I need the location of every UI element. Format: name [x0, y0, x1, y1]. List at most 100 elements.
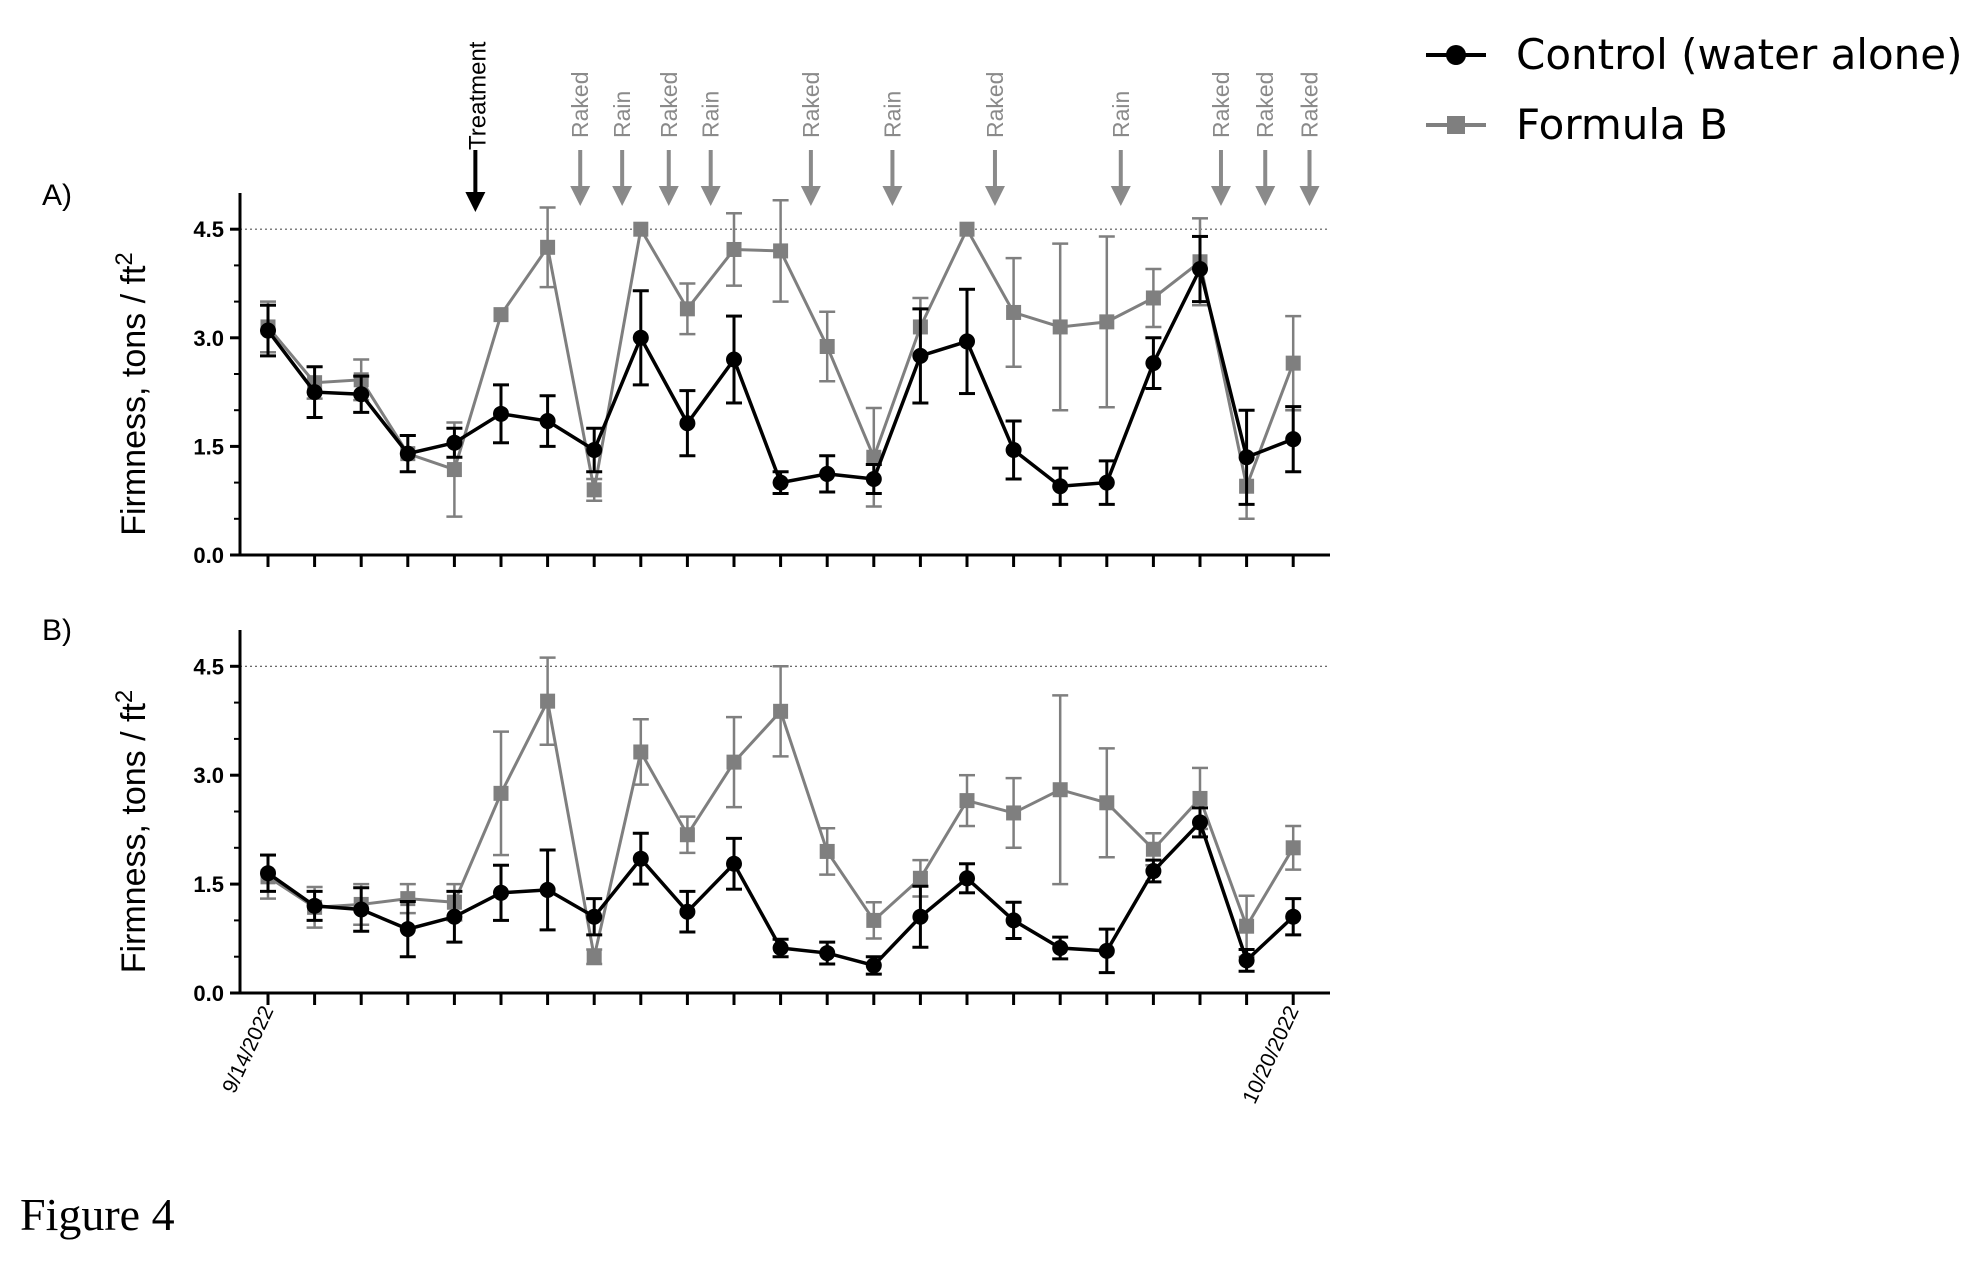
event-annotation: Raked	[798, 72, 824, 206]
event-label: Raked	[567, 72, 593, 138]
x-tick-label-last: 10/20/2022	[1238, 1002, 1303, 1107]
event-annotations: Treatment Raked Rain Raked Rain Raked Rain Rake…	[464, 41, 1323, 212]
data-point	[446, 434, 463, 451]
event-arrow-head	[700, 186, 721, 206]
data-point	[726, 754, 742, 770]
data-point	[493, 405, 509, 422]
data-point	[912, 908, 929, 925]
data-point	[912, 870, 928, 886]
event-annotation: Raked	[982, 72, 1008, 206]
event-arrow-head	[658, 186, 679, 206]
data-point	[1145, 841, 1161, 857]
data-point	[493, 785, 509, 801]
data-point	[679, 903, 696, 920]
event-annotation: Rain	[698, 91, 724, 206]
event-label: Rain	[1108, 91, 1134, 138]
data-point	[1145, 290, 1161, 306]
data-point	[819, 843, 835, 859]
event-label: Raked	[982, 72, 1008, 138]
y-tick-label: 3.0	[193, 326, 224, 351]
data-point	[819, 338, 835, 354]
data-point	[586, 482, 602, 498]
data-point	[959, 221, 975, 237]
data-point	[446, 908, 463, 925]
data-point	[633, 744, 649, 760]
data-point	[1285, 840, 1301, 856]
data-point	[1192, 814, 1208, 831]
data-point	[772, 474, 789, 491]
y-tick-label: 4.5	[193, 654, 224, 679]
event-label: Rain	[698, 91, 724, 138]
data-point	[1052, 782, 1068, 798]
data-point	[540, 693, 556, 709]
data-point	[679, 301, 695, 317]
data-point	[1006, 805, 1022, 821]
data-point	[1285, 355, 1301, 371]
event-arrow-head	[1299, 186, 1320, 206]
event-annotation: Raked	[1297, 72, 1323, 206]
data-point	[353, 901, 370, 918]
event-arrow-head	[1255, 186, 1276, 206]
event-arrow-head	[882, 186, 903, 206]
data-point	[726, 351, 742, 368]
event-label: Raked	[1208, 72, 1234, 138]
data-point	[586, 442, 603, 459]
data-point	[679, 827, 695, 843]
data-point	[1005, 912, 1022, 929]
data-point	[819, 465, 836, 482]
data-point	[1192, 790, 1208, 806]
y-axis-label-superscript: 2	[111, 252, 138, 265]
data-point	[353, 386, 370, 403]
y-axis-label-text: Firmness, tons / ft	[115, 265, 153, 536]
data-point	[399, 921, 416, 938]
data-point	[959, 870, 975, 887]
event-arrow-head	[984, 186, 1005, 206]
series-formula-b	[260, 656, 1302, 966]
y-axis-label-text: Firmness, tons / ft	[115, 703, 153, 974]
event-annotation: Raked	[1208, 72, 1234, 206]
data-point	[1192, 261, 1208, 278]
data-point	[399, 445, 416, 462]
data-point	[306, 897, 323, 914]
data-point	[632, 850, 649, 867]
data-point	[679, 415, 696, 432]
legend-label: Control (water alone)	[1516, 30, 1963, 79]
treatment-arrow-head	[465, 192, 486, 212]
data-point	[1238, 952, 1255, 969]
event-label: Rain	[879, 91, 905, 138]
legend-label: Formula B	[1516, 100, 1728, 149]
panel-b-chart: B) 0.0 1.5 3.0 4.5 Firmness, tons / ft2	[42, 614, 1330, 1006]
event-arrow-head	[1110, 186, 1131, 206]
y-tick-label: 4.5	[193, 217, 224, 242]
data-point	[959, 333, 975, 350]
figure-caption: Figure 4	[20, 1189, 175, 1240]
y-tick-label: 1.5	[193, 434, 224, 459]
panel-label: A)	[42, 179, 72, 212]
panel-label: B)	[42, 614, 72, 647]
data-point	[446, 462, 462, 478]
data-point	[260, 322, 276, 339]
data-point	[1052, 939, 1069, 956]
data-point	[1099, 314, 1115, 330]
event-label: Rain	[609, 91, 635, 138]
data-point	[1052, 478, 1069, 495]
data-point	[726, 241, 742, 257]
y-axis-label: Firmness, tons / ft2	[111, 252, 154, 536]
legend-item-control: Control (water alone)	[1426, 30, 1963, 79]
event-label: Raked	[1297, 72, 1323, 138]
data-point	[1238, 449, 1255, 466]
data-point	[772, 939, 789, 956]
x-tick-labels: 9/14/2022 10/20/2022	[218, 1002, 1304, 1107]
data-point	[539, 413, 556, 430]
data-point	[586, 908, 603, 925]
data-point	[773, 703, 789, 719]
data-point	[959, 793, 975, 809]
event-annotation: Raked	[1252, 72, 1278, 206]
event-arrow-head	[612, 186, 633, 206]
event-label: Raked	[1252, 72, 1278, 138]
data-point	[1285, 431, 1302, 448]
panel-a-chart: A) 0.0 1.5 3.0 4.5 Firmness, tons / ft2	[42, 179, 1330, 568]
y-tick-label: 0.0	[193, 543, 224, 568]
event-arrow-head	[570, 186, 591, 206]
